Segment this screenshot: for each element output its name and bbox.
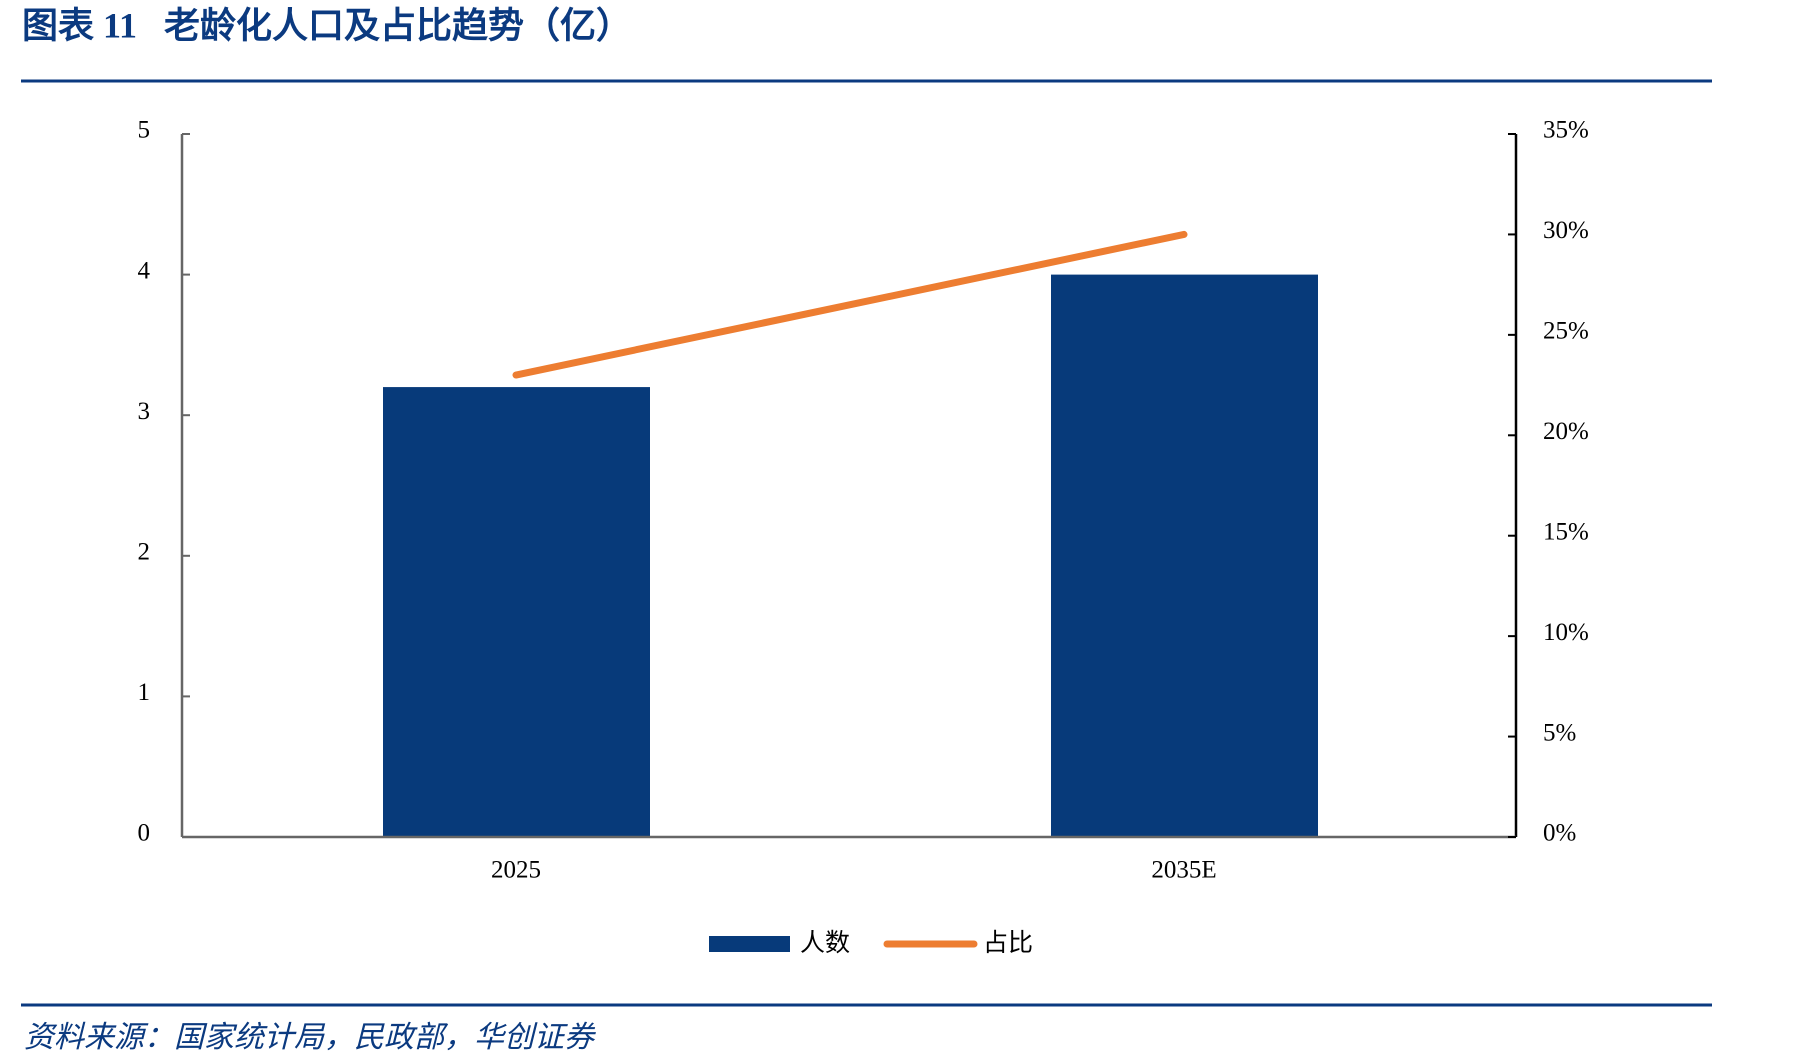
legend-swatch <box>709 936 790 952</box>
y2-tick-label: 15% <box>1543 518 1589 545</box>
y-tick-label: 4 <box>138 257 151 284</box>
source-note: 资料来源：国家统计局，民政部，华创证券 <box>24 1021 596 1054</box>
x-tick-label: 2025 <box>491 857 541 884</box>
y2-tick-label: 20% <box>1543 418 1589 445</box>
y2-tick-label: 25% <box>1543 318 1589 345</box>
bar <box>383 387 650 837</box>
x-tick-label: 2035E <box>1151 857 1216 884</box>
y2-tick-label: 0% <box>1543 820 1576 847</box>
bar <box>1051 274 1318 838</box>
line-series <box>512 230 1188 379</box>
y2-tick-label: 30% <box>1543 217 1589 244</box>
y2-tick-label: 10% <box>1543 619 1589 646</box>
y-tick-label: 5 <box>138 117 151 144</box>
y-tick-label: 2 <box>138 539 151 566</box>
y2-tick-label: 35% <box>1543 117 1589 144</box>
chart-title: 图表 11 老龄化人口及占比趋势（亿） <box>22 5 632 45</box>
legend-label: 人数 <box>800 928 850 957</box>
y2-tick-label: 5% <box>1543 719 1576 746</box>
y-tick-label: 3 <box>138 398 151 425</box>
y-tick-label: 0 <box>138 820 151 847</box>
legend-label: 占比 <box>983 928 1033 957</box>
y-tick-label: 1 <box>138 679 151 706</box>
